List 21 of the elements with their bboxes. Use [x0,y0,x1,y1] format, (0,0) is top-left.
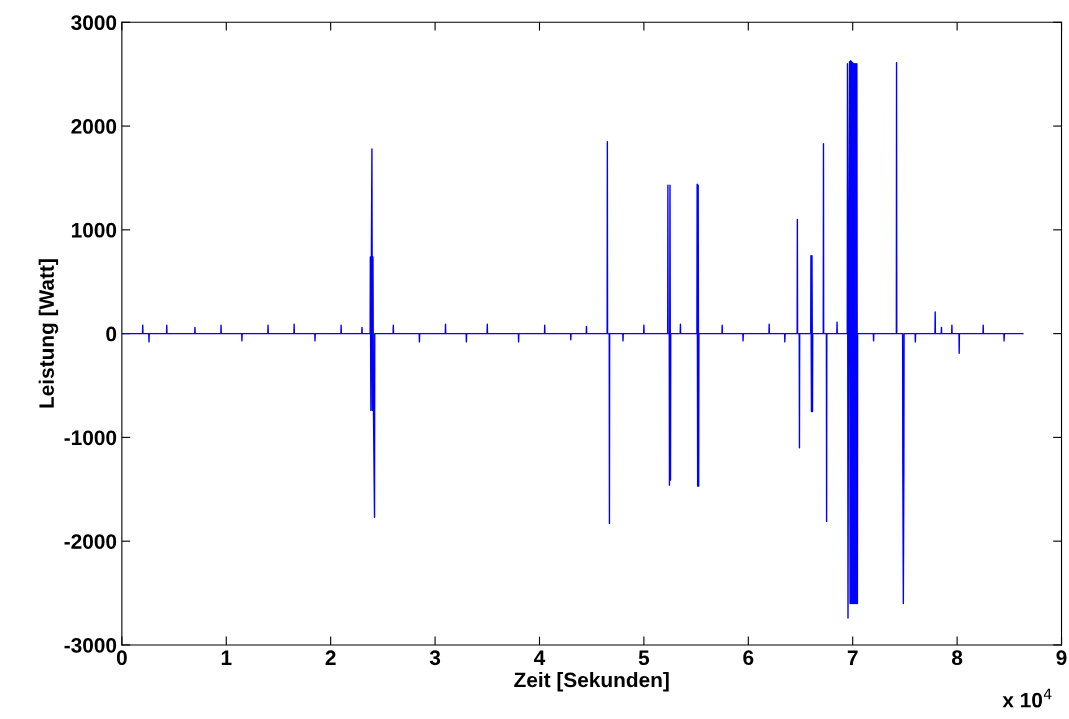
y-tick-label: 1000 [71,222,117,238]
x-tick-label: 1 [221,650,232,665]
x-tick-label: 0 [116,650,127,666]
y-tick-label: -2000 [64,534,117,549]
x-tick-label: 5 [638,650,650,666]
x-tick-label: 6 [743,650,754,666]
x-tick-label: 7 [847,650,858,665]
text: x 10$^{4}$ [1002,688,1052,708]
x-tick-label: 4 [534,650,546,665]
y-axis-title: Leistung [Watt] [38,259,59,408]
x-tick-label: 9 [1056,650,1067,666]
x-tick-label: 8 [951,650,963,666]
y-tick-label: 0 [106,326,117,342]
x-tick-label: 2 [325,650,336,665]
y-tick-label: 3000 [71,15,117,31]
y-tick-label: -1000 [64,430,117,446]
x-axis-title: Zeit [Sekunden] [514,672,669,692]
x-tick-label: 3 [429,650,441,666]
y-tick-label: 2000 [71,119,117,134]
line-series [121,59,1024,619]
y-tick-label: -3000 [64,637,117,653]
